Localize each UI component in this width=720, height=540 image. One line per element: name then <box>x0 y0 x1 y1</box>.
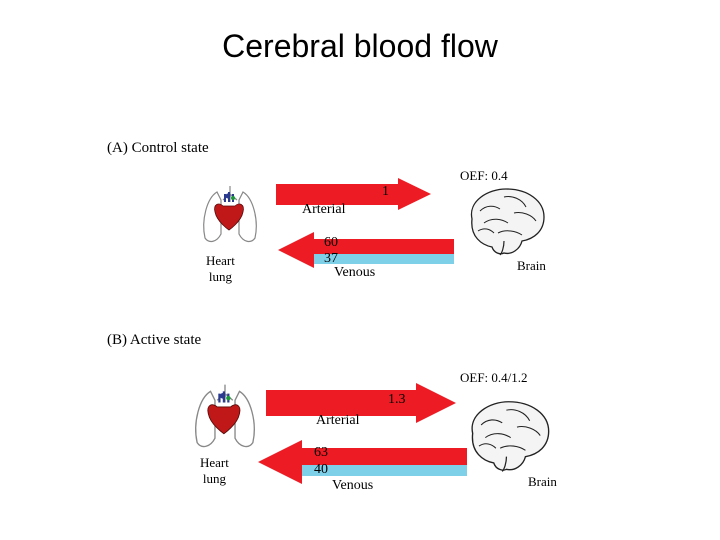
brain-icon-b <box>460 395 550 470</box>
venous-deoxy-value-b: 40 <box>314 462 328 478</box>
venous-label-a: Venous <box>334 265 375 281</box>
arterial-value-b: 1.3 <box>388 392 406 408</box>
brain-label-b: Brain <box>528 474 557 490</box>
arterial-label-b: Arterial <box>316 413 360 429</box>
panel-b-label: (B) Active state <box>107 332 201 349</box>
oef-label-a: OEF: 0.4 <box>460 168 508 184</box>
venous-oxy-value-b: 63 <box>314 445 328 461</box>
brain-label-a: Brain <box>517 258 546 274</box>
heart-lung-label-b: Heartlung <box>200 455 229 487</box>
heart-lung-label-a: Heartlung <box>206 253 235 285</box>
panel-a-label: (A) Control state <box>107 140 209 157</box>
heart-lung-label-b-l2: lung <box>203 471 226 486</box>
heart-lung-label-a-l1: Heart <box>206 253 235 268</box>
heart-lung-icon-a <box>195 180 265 250</box>
arterial-value-a: 1 <box>382 184 389 200</box>
heart-lung-icon-b <box>186 378 256 448</box>
venous-oxy-value-a: 60 <box>324 235 338 251</box>
arterial-label-a: Arterial <box>302 202 346 218</box>
page-title: Cerebral blood flow <box>0 28 720 65</box>
heart-lung-label-a-l2: lung <box>209 269 232 284</box>
oef-label-b: OEF: 0.4/1.2 <box>460 370 528 386</box>
brain-icon-a <box>460 183 550 258</box>
venous-label-b: Venous <box>332 478 373 494</box>
heart-lung-label-b-l1: Heart <box>200 455 229 470</box>
